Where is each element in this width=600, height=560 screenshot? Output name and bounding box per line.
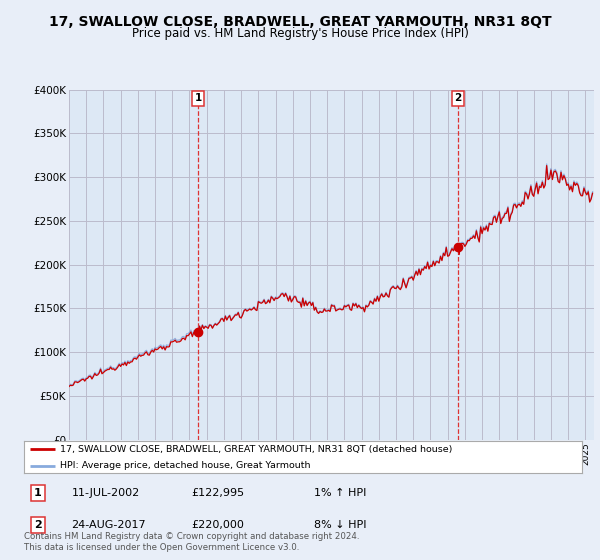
Text: 1% ↑ HPI: 1% ↑ HPI: [314, 488, 367, 498]
Text: £122,995: £122,995: [191, 488, 245, 498]
Text: 11-JUL-2002: 11-JUL-2002: [71, 488, 140, 498]
Text: Contains HM Land Registry data © Crown copyright and database right 2024.
This d: Contains HM Land Registry data © Crown c…: [24, 532, 359, 552]
Text: £220,000: £220,000: [191, 520, 244, 530]
Text: 1: 1: [34, 488, 42, 498]
Text: 17, SWALLOW CLOSE, BRADWELL, GREAT YARMOUTH, NR31 8QT (detached house): 17, SWALLOW CLOSE, BRADWELL, GREAT YARMO…: [60, 445, 452, 454]
Text: 1: 1: [194, 94, 202, 104]
Text: Price paid vs. HM Land Registry's House Price Index (HPI): Price paid vs. HM Land Registry's House …: [131, 27, 469, 40]
Text: 8% ↓ HPI: 8% ↓ HPI: [314, 520, 367, 530]
Text: 24-AUG-2017: 24-AUG-2017: [71, 520, 146, 530]
Text: 17, SWALLOW CLOSE, BRADWELL, GREAT YARMOUTH, NR31 8QT: 17, SWALLOW CLOSE, BRADWELL, GREAT YARMO…: [49, 15, 551, 29]
Text: 2: 2: [454, 94, 461, 104]
Text: HPI: Average price, detached house, Great Yarmouth: HPI: Average price, detached house, Grea…: [60, 461, 311, 470]
Text: 2: 2: [34, 520, 42, 530]
